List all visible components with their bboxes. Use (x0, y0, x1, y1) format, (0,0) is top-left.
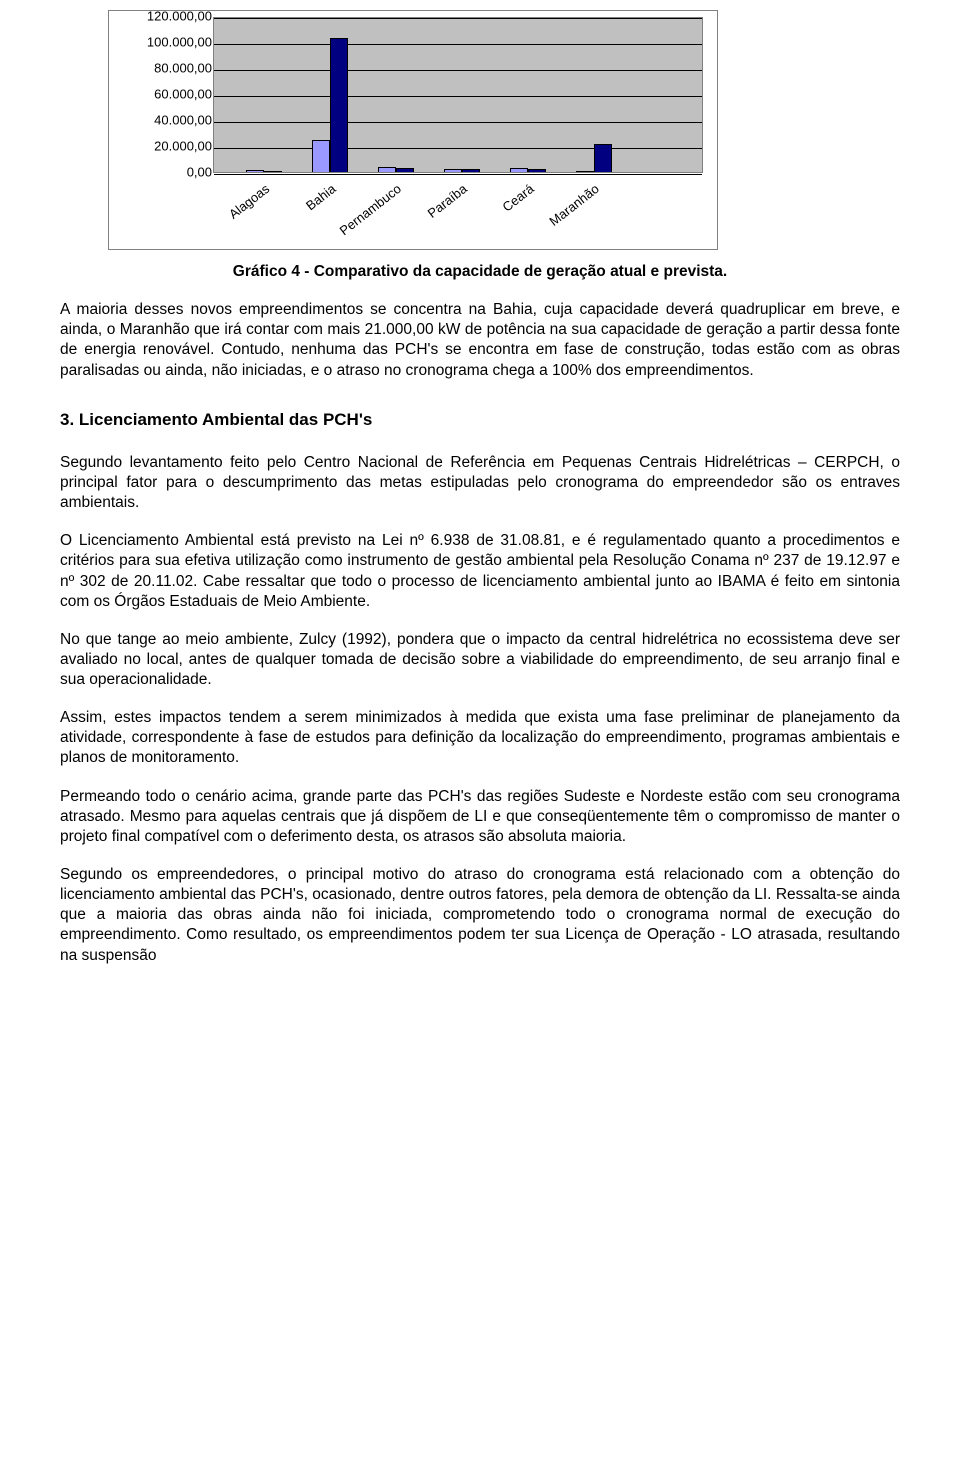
chart-ytick-label: 60.000,00 (122, 87, 212, 104)
paragraph-4: No que tange ao meio ambiente, Zulcy (19… (60, 630, 900, 690)
chart-ytick-label: 100.000,00 (122, 35, 212, 52)
chart-gridline (214, 96, 702, 97)
chart-plot-area (213, 17, 703, 173)
chart-bar (576, 171, 594, 172)
chart-bar (444, 169, 462, 172)
chart-xtick-label: Maranhão (547, 181, 604, 230)
chart-bar (330, 38, 348, 172)
chart-gridline (214, 44, 702, 45)
chart-gridline (214, 122, 702, 123)
chart-ytick-label: 0,00 (122, 165, 212, 182)
chart-container: 0,00 20.000,00 40.000,00 60.000,00 80.000,00… (108, 10, 718, 250)
paragraph-1: A maioria desses novos empreendimentos s… (60, 300, 900, 381)
chart-gridline (214, 18, 702, 19)
chart-xtick-label: Ceará (499, 181, 537, 216)
chart-ytick-label: 20.000,00 (122, 139, 212, 156)
chart-bar (462, 169, 480, 172)
paragraph-7: Segundo os empreendedores, o principal m… (60, 865, 900, 966)
chart-xtick-label: Alagoas (226, 181, 273, 223)
chart-bar (264, 171, 282, 172)
chart-xtick-label: Paraíba (425, 181, 471, 222)
paragraph-2: Segundo levantamento feito pelo Centro N… (60, 453, 900, 513)
chart-gridline (214, 70, 702, 71)
chart-bar (510, 168, 528, 172)
chart-bar (378, 167, 396, 172)
paragraph-6: Permeando todo o cenário acima, grande p… (60, 787, 900, 847)
paragraph-5: Assim, estes impactos tendem a serem min… (60, 708, 900, 768)
chart-bar (246, 170, 264, 172)
chart-ytick-label: 80.000,00 (122, 61, 212, 78)
chart-xtick-label: Bahia (303, 181, 340, 215)
chart-caption: Gráfico 4 - Comparativo da capacidade de… (60, 262, 900, 282)
chart-bar (594, 144, 612, 172)
section-heading: 3. Licenciamento Ambiental das PCH's (60, 409, 900, 431)
paragraph-3: O Licenciamento Ambiental está previsto … (60, 531, 900, 612)
chart-bar (312, 140, 330, 173)
chart-bar (396, 168, 414, 172)
chart-gridline (214, 148, 702, 149)
chart-ytick-label: 120.000,00 (122, 9, 212, 26)
chart-bar (528, 169, 546, 172)
chart-xtick-label: Pernambuco (337, 181, 405, 240)
chart-ytick-label: 40.000,00 (122, 113, 212, 130)
